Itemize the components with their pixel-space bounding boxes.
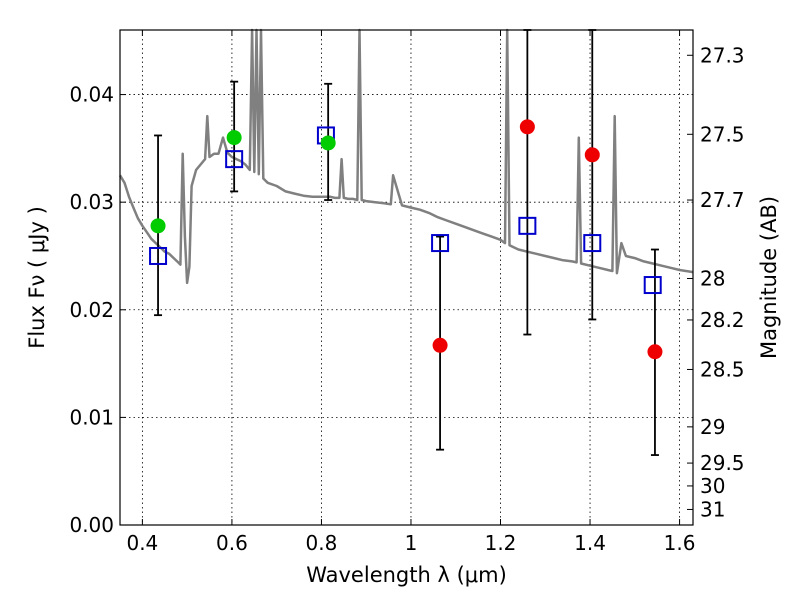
plot-frame — [119, 29, 694, 526]
y-tick-label: 0.01 — [69, 405, 114, 429]
model-square-marker — [583, 234, 602, 253]
y-axis-label: Flux Fν ( μJy ) — [25, 206, 49, 349]
model-square-marker — [149, 246, 168, 265]
x-tick-label: 1.4 — [574, 531, 606, 555]
right-tick-label: 28.2 — [700, 308, 745, 332]
x-tick-label: 0.8 — [306, 531, 338, 555]
right-tick-label: 28 — [700, 266, 725, 290]
right-tick-label: 27.5 — [700, 122, 745, 146]
model-spectrum — [118, 28, 694, 285]
model-square-marker — [518, 216, 537, 235]
model-square-marker — [431, 234, 450, 253]
y-tick-label: 0.00 — [69, 513, 114, 537]
observed-point — [320, 135, 336, 151]
right-tick-label: 30 — [700, 474, 725, 498]
right-tick-label: 29.5 — [700, 451, 745, 475]
observed-point — [432, 337, 448, 353]
spectrum-line — [118, 28, 694, 285]
observed-point — [150, 218, 166, 234]
model-square-marker — [643, 276, 662, 295]
y-tick-label: 0.04 — [69, 83, 114, 107]
error-bars — [154, 29, 659, 456]
x-axis-label: Wavelength λ (μm) — [306, 563, 507, 587]
right-axis-label: Magnitude (AB) — [757, 196, 781, 359]
y-tick-label: 0.02 — [69, 298, 114, 322]
x-tick-label: 1 — [405, 531, 418, 555]
observed-point — [647, 344, 663, 360]
y-tick-label: 0.03 — [69, 190, 114, 214]
x-tick-label: 0.6 — [216, 531, 248, 555]
x-tick-label: 1.6 — [664, 531, 696, 555]
axis-ticks: 0.4 0.6 0.8 1 1.2 1.4 1.6 0.00 0.01 0.02 0.03 0.04 2… — [69, 30, 745, 555]
right-tick-label: 31 — [700, 497, 725, 521]
grid — [120, 30, 693, 526]
data-points — [149, 119, 663, 360]
observed-point — [584, 147, 600, 163]
observed-point — [519, 119, 535, 135]
model-square-marker — [225, 150, 244, 169]
right-tick-label: 28.5 — [700, 357, 745, 381]
right-tick-label: 27.3 — [700, 43, 745, 67]
right-tick-label: 29 — [700, 415, 725, 439]
x-tick-label: 1.2 — [485, 531, 517, 555]
x-tick-label: 0.4 — [126, 531, 158, 555]
observed-point — [226, 130, 242, 146]
right-tick-label: 27.7 — [700, 188, 745, 212]
